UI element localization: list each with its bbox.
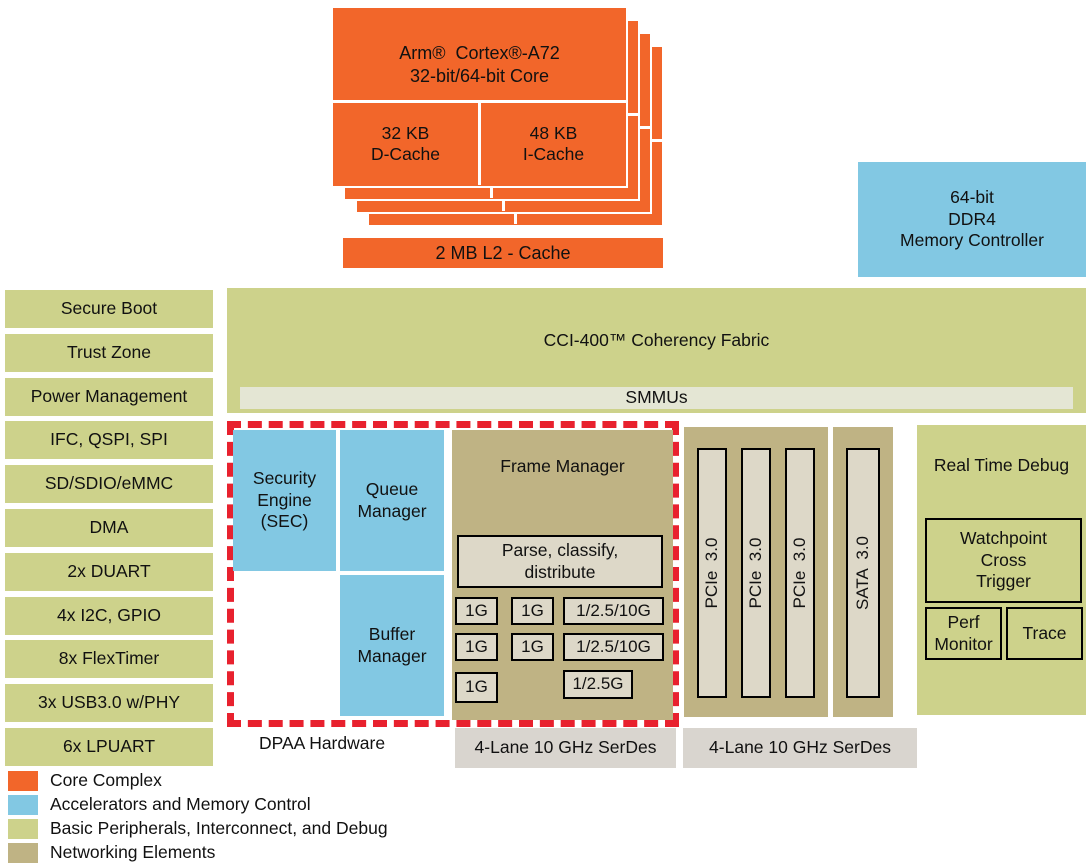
sidebar-item-lpuart: 6x LPUART [5,728,213,766]
perf-monitor-box: Perf Monitor [925,607,1002,660]
legend-swatch-accelerators [8,795,38,815]
smmu-strip: SMMUs [240,387,1073,409]
sidebar-item-power-management: Power Management [5,378,213,416]
buffer-manager-block: Buffer Manager [340,575,444,716]
sidebar-item-sd-sdio-emmc: SD/SDIO/eMMC [5,465,213,503]
sidebar-item-duart: 2x DUART [5,553,213,591]
sidebar-item-ifc-qspi-spi: IFC, QSPI, SPI [5,421,213,459]
ddr4-memory-controller-block: 64-bit DDR4 Memory Controller [858,162,1086,277]
icache-block: 48 KB I-Cache [522,122,585,164]
fm-port-10g: 1/2.5/10G [563,633,664,661]
serdes-box-1: 4-Lane 10 GHz SerDes [455,728,676,768]
trace-box: Trace [1006,607,1083,660]
legend-label: Accelerators and Memory Control [50,794,311,815]
frame-manager-block: Frame Manager Parse, classify, distribut… [452,430,673,720]
pcie-lane-3-label: PCIe 3.0 [790,537,809,609]
serdes-box-2: 4-Lane 10 GHz SerDes [683,728,917,768]
coherency-fabric-label: CCI-400™ Coherency Fabric [543,330,770,350]
parse-classify-distribute-box: Parse, classify, distribute [457,535,663,588]
dpaa-dashed-boundary [227,421,679,727]
watchpoint-cross-trigger-box: Watchpoint Cross Trigger [925,518,1082,603]
queue-manager-block: Queue Manager [340,430,444,571]
fm-port-1g: 1G [511,633,554,661]
sidebar-item-trust-zone: Trust Zone [5,334,213,372]
fm-port-1g: 1G [511,597,554,625]
fm-port-1g: 1G [455,633,498,661]
dpaa-hardware-caption: DPAA Hardware [258,733,386,754]
real-time-debug-block: Real Time Debug Watchpoint Cross Trigger… [917,425,1086,715]
sidebar-item-secure-boot: Secure Boot [5,290,213,328]
fm-port-10g: 1/2.5/10G [563,597,664,625]
fm-port-2g5: 1/2.5G [563,670,633,699]
pcie-lane-1-label: PCIe 3.0 [702,537,721,609]
legend-swatch-networking [8,843,38,863]
frame-manager-title: Frame Manager [500,456,625,476]
core-title: Arm® Cortex®-A72 32-bit/64-bit Core [333,8,626,103]
fm-port-1g: 1G [455,672,498,703]
legend-label: Basic Peripherals, Interconnect, and Deb… [50,818,388,839]
legend-swatch-core-complex [8,771,38,791]
sidebar-item-usb3: 3x USB3.0 w/PHY [5,684,213,722]
sata-lane-block: SATA 3.0 [833,427,893,717]
legend-label: Networking Elements [50,842,216,863]
sata-lane-label: SATA 3.0 [853,535,872,611]
legend-row-core-complex: Core Complex [8,770,162,792]
real-time-debug-title: Real Time Debug [933,455,1070,475]
l2-cache-block: 2 MB L2 - Cache [343,238,663,268]
pcie-lane-1: PCIe 3.0 [697,448,727,698]
legend-row-accelerators: Accelerators and Memory Control [8,794,311,816]
legend-swatch-basic-peripherals [8,819,38,839]
sidebar-item-i2c-gpio: 4x I2C, GPIO [5,597,213,635]
pcie-lanes-block: PCIe 3.0 PCIe 3.0 PCIe 3.0 [684,427,828,717]
sidebar-item-flextimer: 8x FlexTimer [5,640,213,678]
coherency-fabric-block: CCI-400™ Coherency Fabric SMMUs [227,288,1086,413]
legend-row-basic-peripherals: Basic Peripherals, Interconnect, and Deb… [8,818,388,840]
fm-port-1g: 1G [455,597,498,625]
dcache-block: 32 KB D-Cache [333,103,481,185]
security-engine-block: Security Engine (SEC) [233,430,336,571]
legend-row-networking: Networking Elements [8,842,215,864]
pcie-lane-3: PCIe 3.0 [785,448,815,698]
legend-label: Core Complex [50,770,162,791]
pcie-lane-2: PCIe 3.0 [741,448,771,698]
sidebar-item-dma: DMA [5,509,213,547]
pcie-lane-2-label: PCIe 3.0 [746,537,765,609]
sata-lane: SATA 3.0 [846,448,880,698]
core-block-a72: Arm® Cortex®-A72 32-bit/64-bit Core 32 K… [331,6,628,188]
